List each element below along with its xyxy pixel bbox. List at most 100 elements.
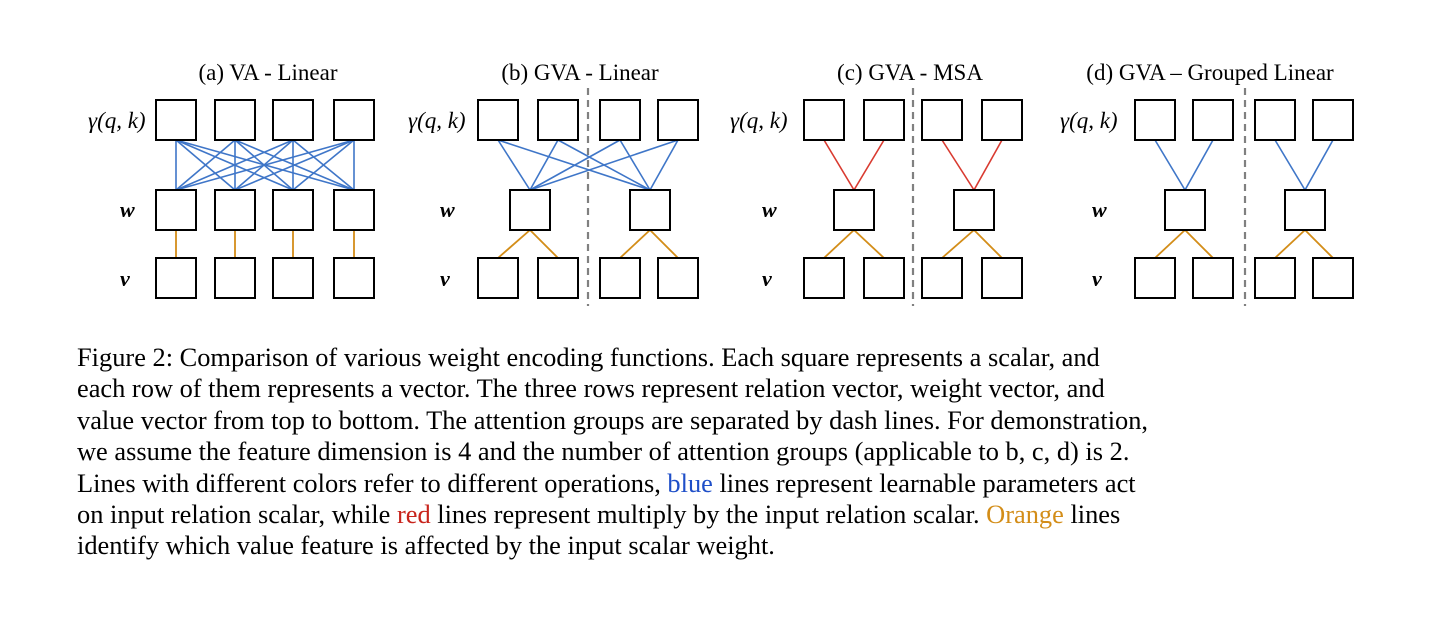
blue-connection-line <box>1274 139 1306 191</box>
caption-line: we assume the feature dimension is 4 and… <box>77 436 1397 467</box>
relation-scalar-square <box>1134 99 1176 141</box>
blue-connection-line <box>175 139 236 191</box>
relation-scalar-square <box>537 99 579 141</box>
value-scalar-square <box>599 257 641 299</box>
value-scalar-square <box>863 257 905 299</box>
blue-connection-line <box>1184 139 1214 191</box>
blue-connection-line <box>649 139 679 191</box>
orange-connection-line <box>941 229 975 259</box>
blue-connection-line <box>497 139 651 191</box>
caption-line: Figure 2: Comparison of various weight e… <box>77 342 1397 373</box>
relation-scalar-square <box>1192 99 1234 141</box>
panel-title-b: (b) GVA - Linear <box>501 60 659 85</box>
relation-row-label-a: γ(q, k) <box>88 108 146 133</box>
relation-row-label-d: γ(q, k) <box>1060 108 1118 133</box>
panel-title-a: (a) VA - Linear <box>198 60 337 85</box>
red-connection-line <box>973 139 1003 191</box>
caption-line: identify which value feature is affected… <box>77 530 1397 561</box>
weight-row-label-b: w <box>440 197 455 222</box>
relation-row-label-b: γ(q, k) <box>408 108 466 133</box>
blue-connection-line <box>619 139 651 191</box>
weight-row-label-c: w <box>762 197 777 222</box>
orange-connection-line <box>823 229 855 259</box>
caption-text: we assume the feature dimension is 4 and… <box>77 436 1130 467</box>
orange-connection-line <box>1274 229 1306 259</box>
value-row-label-b: v <box>440 266 450 291</box>
weight-scalar-square <box>1164 189 1206 231</box>
weight-row-label-d: w <box>1092 197 1107 222</box>
red-connection-line <box>823 139 855 191</box>
red-connection-line <box>941 139 975 191</box>
caption-line: on input relation scalar, while red line… <box>77 499 1397 530</box>
caption-line: value vector from top to bottom. The att… <box>77 405 1397 436</box>
weight-scalar-square <box>953 189 995 231</box>
blue-connection-line <box>175 139 355 191</box>
value-scalar-square <box>921 257 963 299</box>
relation-scalar-square <box>981 99 1023 141</box>
weight-scalar-square <box>833 189 875 231</box>
caption-colored-word: blue <box>667 467 713 498</box>
blue-connection-line <box>234 139 355 191</box>
value-row-label-a: v <box>120 266 130 291</box>
relation-scalar-square <box>1312 99 1354 141</box>
weight-row-label-a: w <box>120 197 135 222</box>
orange-connection-line <box>973 229 1003 259</box>
value-row-label-c: v <box>762 266 772 291</box>
value-scalar-square <box>657 257 699 299</box>
value-scalar-square <box>214 257 256 299</box>
relation-scalar-square <box>921 99 963 141</box>
value-scalar-square <box>1134 257 1176 299</box>
blue-connection-line <box>175 139 294 191</box>
panel-title-c: (c) GVA - MSA <box>837 60 983 85</box>
blue-connection-line <box>497 139 531 191</box>
relation-scalar-square <box>333 99 375 141</box>
blue-connection-line <box>557 139 651 191</box>
orange-connection-line <box>1184 229 1214 259</box>
panel-title-d: (d) GVA – Grouped Linear <box>1086 60 1334 85</box>
orange-connection-line <box>497 229 531 259</box>
blue-connection-line <box>1304 139 1334 191</box>
caption-text: lines represent learnable parameters act <box>712 467 1136 498</box>
value-row-label-d: v <box>1092 266 1102 291</box>
weight-scalar-square <box>1284 189 1326 231</box>
value-scalar-square <box>477 257 519 299</box>
orange-connection-line <box>853 229 885 259</box>
orange-connection-line <box>1304 229 1334 259</box>
caption-line: each row of them represents a vector. Th… <box>77 373 1397 404</box>
value-scalar-square <box>155 257 197 299</box>
figure-caption: Figure 2: Comparison of various weight e… <box>77 342 1397 562</box>
orange-connection-line <box>1154 229 1186 259</box>
value-scalar-square <box>272 257 314 299</box>
relation-scalar-square <box>272 99 314 141</box>
caption-text: Figure 2: Comparison of various weight e… <box>77 342 1100 372</box>
relation-scalar-square <box>155 99 197 141</box>
weight-scalar-square <box>629 189 671 231</box>
caption-text: Lines with different colors refer to dif… <box>77 467 668 498</box>
caption-text: each row of them represents a vector. Th… <box>77 373 1105 404</box>
blue-connection-line <box>292 139 355 191</box>
relation-scalar-square <box>477 99 519 141</box>
caption-colored-word: red <box>396 499 431 530</box>
weight-scalar-square <box>214 189 256 231</box>
value-scalar-square <box>803 257 845 299</box>
relation-scalar-square <box>214 99 256 141</box>
weight-scalar-square <box>509 189 551 231</box>
value-scalar-square <box>333 257 375 299</box>
value-scalar-square <box>537 257 579 299</box>
relation-scalar-square <box>599 99 641 141</box>
weight-scalar-square <box>333 189 375 231</box>
value-scalar-square <box>981 257 1023 299</box>
orange-connection-line <box>619 229 651 259</box>
caption-text: on input relation scalar, while <box>77 499 397 530</box>
relation-scalar-square <box>657 99 699 141</box>
blue-connection-line <box>1154 139 1186 191</box>
value-scalar-square <box>1254 257 1296 299</box>
value-scalar-square <box>1192 257 1234 299</box>
relation-row-label-c: γ(q, k) <box>730 108 788 133</box>
caption-text: lines represent multiply by the input re… <box>430 499 987 530</box>
weight-scalar-square <box>272 189 314 231</box>
caption-text: value vector from top to bottom. The att… <box>77 404 1149 435</box>
weight-scalar-square <box>155 189 197 231</box>
caption-text: identify which value feature is affected… <box>77 530 775 561</box>
weight-encoding-figure: (a) VA - Linear γ(q, k) w v (b) GVA - Linear… <box>88 60 1354 306</box>
